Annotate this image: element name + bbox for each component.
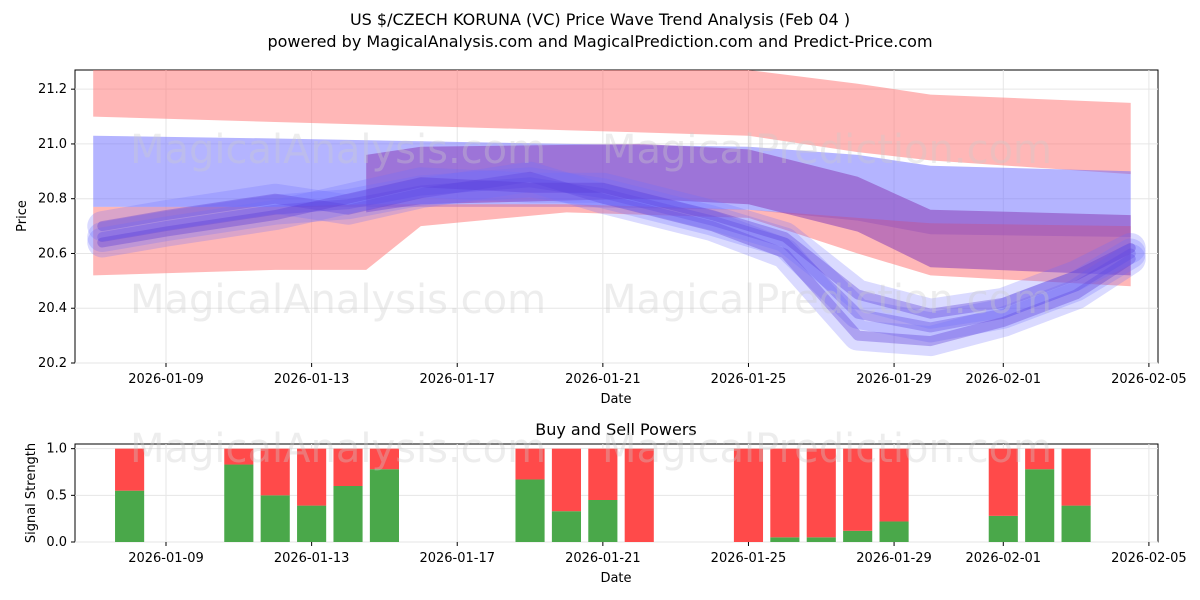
signal-chart: Buy and Sell Powers MagicalAnalysis.com … xyxy=(24,420,1187,586)
buy-bar xyxy=(115,490,145,542)
buy-bar xyxy=(297,505,327,542)
price-ytick-label: 21.0 xyxy=(38,137,67,152)
buy-bar xyxy=(806,537,836,542)
watermark-bottom-right: MagicalPrediction.com xyxy=(602,426,1052,472)
sell-bar xyxy=(1025,448,1055,470)
watermark-mid-left: MagicalAnalysis.com xyxy=(130,277,546,323)
buy-bar xyxy=(224,464,254,542)
sell-bar xyxy=(224,448,254,465)
sell-bar xyxy=(369,448,399,470)
price-ytick-label: 20.8 xyxy=(38,192,67,207)
price-xtick-label: 2026-02-05 xyxy=(1111,372,1187,387)
buy-bar xyxy=(588,500,618,542)
signal-xtick-label: 2026-01-13 xyxy=(274,551,350,566)
sell-bar xyxy=(297,448,327,506)
buy-bar xyxy=(770,537,800,542)
buy-bar xyxy=(515,479,545,542)
price-waves xyxy=(87,161,1146,357)
sell-bar xyxy=(1061,448,1091,506)
buy-bar xyxy=(1025,469,1055,542)
price-ytick-label: 20.4 xyxy=(38,301,67,316)
signal-bars xyxy=(115,448,1091,542)
price-wave-core-0 xyxy=(97,177,1136,333)
chart-title-line1: US $/CZECH KORUNA (VC) Price Wave Trend … xyxy=(350,10,850,29)
watermark-bottom-left: MagicalAnalysis.com xyxy=(130,426,546,472)
price-ytick-label: 20.2 xyxy=(38,356,67,371)
price-xtick-label: 2026-01-13 xyxy=(274,372,350,387)
signal-ytick-label: 0.5 xyxy=(46,488,67,503)
buy-bar xyxy=(551,511,582,542)
sell-bar xyxy=(624,448,654,542)
price-xtick-label: 2026-01-29 xyxy=(856,372,932,387)
buy-bar xyxy=(369,469,399,542)
signal-xtick-label: 2026-02-05 xyxy=(1111,551,1187,566)
signal-xtick-label: 2026-02-01 xyxy=(966,551,1042,566)
price-xtick-label: 2026-01-25 xyxy=(711,372,787,387)
price-wave-2 xyxy=(87,167,1146,329)
chart-title-line2: powered by MagicalAnalysis.com and Magic… xyxy=(267,32,932,51)
price-chart: MagicalAnalysis.com MagicalPrediction.co… xyxy=(15,69,1187,407)
buy-bar xyxy=(843,530,873,542)
sell-bar xyxy=(733,448,764,542)
sell-bar xyxy=(115,448,145,491)
sell-bar xyxy=(551,448,582,512)
buy-bar xyxy=(260,495,290,542)
price-x-axis-label: Date xyxy=(600,392,631,407)
price-bands xyxy=(93,70,1131,287)
sell-bar xyxy=(515,448,545,480)
price-band-purple-main xyxy=(366,143,1131,276)
price-ytick-label: 20.6 xyxy=(38,246,67,261)
price-xtick-label: 2026-01-17 xyxy=(419,372,495,387)
signal-x-axis-label: Date xyxy=(600,571,631,586)
signal-y-axis-label: Signal Strength xyxy=(24,443,39,543)
price-wave-core-2 xyxy=(97,177,1136,319)
price-xtick-label: 2026-01-21 xyxy=(565,372,641,387)
signal-xtick-label: 2026-01-25 xyxy=(711,551,787,566)
price-wave-1 xyxy=(87,161,1146,357)
buy-bar xyxy=(1061,505,1091,542)
price-xtick-label: 2026-01-09 xyxy=(128,372,204,387)
price-band-red-upper xyxy=(93,70,1131,175)
buy-bar xyxy=(879,521,909,542)
buy-bar xyxy=(333,486,363,542)
sell-bar xyxy=(988,448,1018,516)
sell-bar xyxy=(806,448,836,538)
sell-bar xyxy=(843,448,873,531)
price-axis-ticks: 20.2 20.4 20.6 20.8 21.0 21.2 2026-01-09 2026-0… xyxy=(38,82,1187,387)
sell-bar xyxy=(333,448,363,486)
sell-bar xyxy=(260,448,290,496)
sell-bar xyxy=(770,448,800,538)
sell-bar xyxy=(588,448,618,500)
signal-xtick-label: 2026-01-09 xyxy=(128,551,204,566)
price-y-axis-label: Price xyxy=(15,200,30,232)
price-ytick-label: 21.2 xyxy=(38,82,67,97)
signal-xtick-label: 2026-01-29 xyxy=(856,551,932,566)
buy-bar xyxy=(988,515,1018,542)
watermark-top-left: MagicalAnalysis.com xyxy=(130,127,546,173)
sell-bar xyxy=(879,448,909,522)
signal-xtick-label: 2026-01-17 xyxy=(419,551,495,566)
price-wave-0 xyxy=(87,167,1146,343)
signal-chart-title: Buy and Sell Powers xyxy=(535,420,697,439)
signal-ytick-label: 1.0 xyxy=(46,442,67,457)
watermark-mid-right: MagicalPrediction.com xyxy=(602,277,1052,323)
signal-ytick-label: 0.0 xyxy=(46,535,67,550)
watermark-top-right: MagicalPrediction.com xyxy=(602,127,1052,173)
signal-xtick-label: 2026-01-21 xyxy=(565,551,641,566)
price-xtick-label: 2026-02-01 xyxy=(966,372,1042,387)
price-wave-core-1 xyxy=(97,171,1136,347)
signal-axis-ticks: 0.0 0.5 1.0 2026-01-09 2026-01-13 2026-01-17 2… xyxy=(46,442,1186,566)
